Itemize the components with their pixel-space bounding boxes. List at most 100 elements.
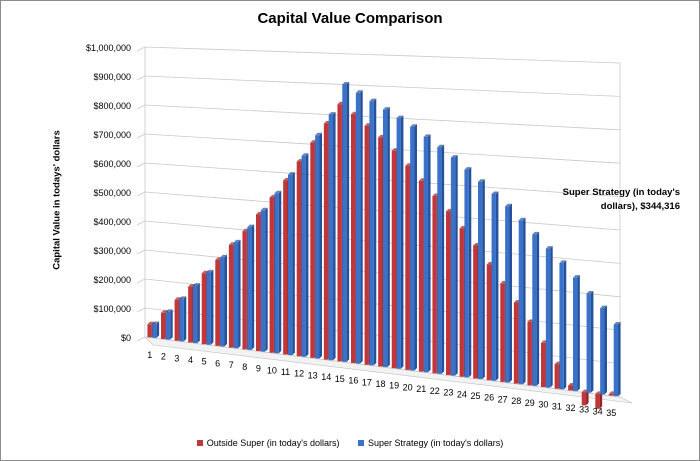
bar-super-strategy-side xyxy=(251,224,255,350)
bar-outside-super xyxy=(228,244,234,348)
bar-super-strategy xyxy=(464,169,469,378)
x-tick-label: 14 xyxy=(321,372,331,382)
bar-outside-super xyxy=(283,180,288,355)
bar-super-strategy xyxy=(491,193,496,381)
bar-super-strategy-side xyxy=(360,90,363,364)
x-tick-label: 28 xyxy=(511,396,521,406)
bar-outside-super xyxy=(242,231,247,350)
bar-super-strategy xyxy=(369,101,374,366)
x-tick-label: 1 xyxy=(147,350,152,360)
bar-super-strategy xyxy=(423,136,429,373)
x-tick-label: 17 xyxy=(362,377,372,387)
chart-title: Capital Value Comparison xyxy=(257,10,443,27)
bar-outside-super xyxy=(541,342,546,388)
legend-item-outside: Outside Super (in today's dollars) xyxy=(196,438,339,448)
bar-outside-super xyxy=(608,393,614,396)
bar-super-strategy xyxy=(328,114,334,361)
legend-label-super: Super Strategy (in today's dollars) xyxy=(368,438,504,448)
gridline xyxy=(144,104,621,131)
x-tick-label: 32 xyxy=(565,403,575,413)
x-tick-label: 29 xyxy=(525,398,535,408)
bar-super-strategy-side xyxy=(210,269,214,345)
bar-super-strategy-top xyxy=(396,115,404,119)
bar-outside-super xyxy=(527,321,532,386)
bar-super-strategy-top xyxy=(220,254,227,258)
bar-outside-super xyxy=(446,211,451,376)
bar-super-strategy-side xyxy=(170,309,173,340)
bar-super-strategy-top xyxy=(315,132,322,136)
bar-super-strategy-top xyxy=(355,90,363,93)
x-tick-label: 2 xyxy=(161,352,166,362)
bar-outside-super-top xyxy=(147,321,155,325)
bar-super-strategy xyxy=(559,262,564,390)
x-tick-label: 25 xyxy=(470,391,480,401)
y-tick-label: $0 xyxy=(121,333,131,343)
x-tick-label: 5 xyxy=(202,357,207,367)
x-tick-label: 12 xyxy=(294,369,304,379)
bar-super-strategy xyxy=(206,272,211,345)
bar-super-strategy-top xyxy=(152,321,160,324)
bar-outside-super xyxy=(513,302,519,384)
bar-super-strategy-side xyxy=(455,155,458,376)
x-tick-label: 3 xyxy=(174,353,179,363)
bar-outside-super-side xyxy=(586,389,589,406)
bar-super-strategy xyxy=(478,181,483,380)
gridline-side xyxy=(136,278,146,284)
x-tick-label: 30 xyxy=(538,400,548,410)
bar-outside-super xyxy=(378,137,383,367)
bar-super-strategy-top xyxy=(260,207,268,211)
legend-item-super: Super Strategy (in today's dollars) xyxy=(358,438,503,448)
bar-super-strategy-side xyxy=(346,81,350,362)
gridline xyxy=(144,336,621,398)
bar-super-strategy xyxy=(396,118,401,369)
bar-super-strategy xyxy=(410,126,415,371)
gridline-side xyxy=(136,75,146,81)
bar-super-strategy-side xyxy=(414,124,417,371)
y-tick-label: $200,000 xyxy=(93,275,131,285)
x-tick-label: 16 xyxy=(348,376,358,386)
x-tick-label: 22 xyxy=(430,386,440,396)
y-tick-label: $500,000 xyxy=(93,188,131,198)
bar-outside-super xyxy=(486,264,492,381)
bar-super-strategy xyxy=(274,193,279,354)
bar-super-strategy-side xyxy=(333,112,336,361)
bar-outside-super-top xyxy=(201,270,209,274)
bar-outside-super xyxy=(323,123,329,360)
bar-outside-super xyxy=(364,125,369,365)
bar-outside-super-top xyxy=(174,297,182,300)
x-tick-label: 7 xyxy=(229,360,234,370)
bar-super-strategy-side xyxy=(197,283,200,344)
bar-super-strategy-side xyxy=(373,98,377,366)
x-tick-label: 33 xyxy=(579,405,589,415)
bar-super-strategy-top xyxy=(179,296,187,299)
bar-super-strategy-side xyxy=(319,132,322,359)
bar-super-strategy-top xyxy=(274,190,282,194)
x-tick-label: 13 xyxy=(308,370,318,380)
bar-outside-super xyxy=(296,161,302,357)
bar-super-strategy-top xyxy=(165,309,173,312)
bar-super-strategy xyxy=(220,257,225,347)
x-tick-label: 9 xyxy=(256,364,261,374)
bar-super-strategy-side xyxy=(387,107,390,368)
bar-super-strategy xyxy=(260,210,266,352)
bar-outside-super xyxy=(310,142,315,358)
x-tick-label: 20 xyxy=(403,382,413,392)
bar-super-strategy xyxy=(532,234,537,386)
bar-super-strategy-top xyxy=(505,203,512,207)
bar-outside-super xyxy=(554,364,559,389)
bar-outside-super xyxy=(215,259,220,346)
x-tick-label: 35 xyxy=(606,408,616,418)
gridline-side xyxy=(136,220,146,226)
gridline-side xyxy=(136,307,146,313)
bar-super-strategy-top xyxy=(369,98,377,102)
bar-super-strategy xyxy=(193,285,198,344)
bar-super-strategy-side xyxy=(577,275,580,392)
bar-super-strategy-side xyxy=(238,239,241,349)
bar-outside-super-top xyxy=(188,284,195,287)
bar-super-strategy xyxy=(613,324,619,397)
legend: Outside Super (in today's dollars) Super… xyxy=(0,438,700,448)
x-tick-label: 10 xyxy=(267,365,277,375)
bar-outside-super xyxy=(161,312,166,340)
bar-super-strategy-side xyxy=(563,260,567,390)
x-tick-label: 27 xyxy=(498,394,508,404)
